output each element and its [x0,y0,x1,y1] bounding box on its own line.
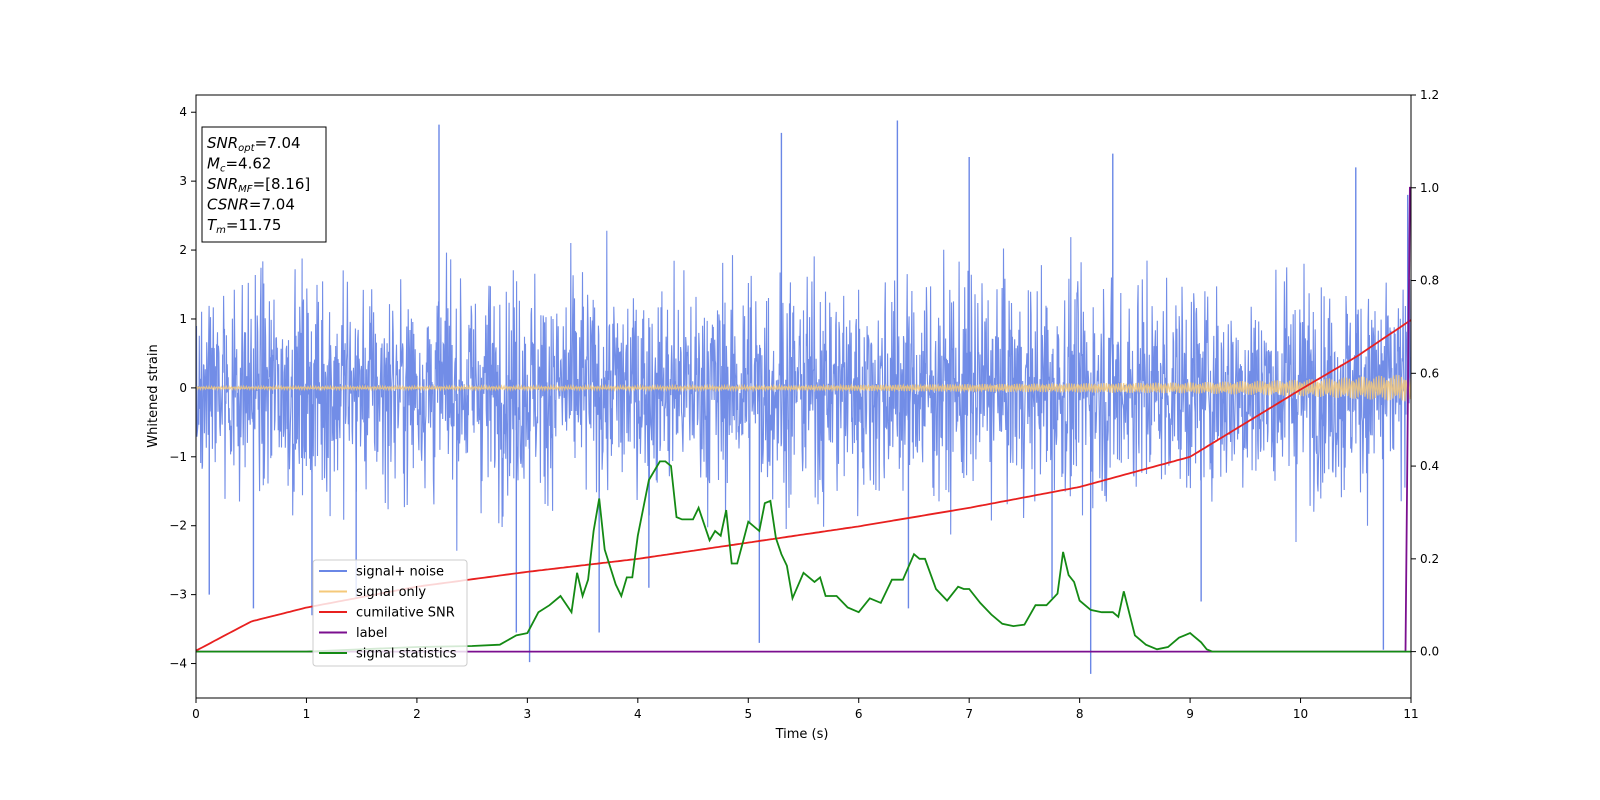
annotation-symbol: CSNR [207,196,249,214]
x-tick-label: 2 [413,707,421,721]
annotation-frame [201,126,327,243]
annotation-subscript: c [220,164,226,175]
snr-opt-annotation: SNRopt=7.04 [207,134,301,154]
y-tick-label: 4 [179,105,187,119]
x-axis-label: Time (s) [775,727,829,742]
x-tick-label: 7 [965,707,973,721]
merger-time-annotation: Tm=11.75 [207,216,281,236]
x-tick-label: 9 [1186,707,1194,721]
legend-frame [312,559,468,667]
annotation-value: =[8.16] [253,175,311,193]
y-tick-label: −2 [169,519,187,533]
y-tick-label: 3 [179,174,187,188]
axes-frame [195,94,1412,699]
y-tick-label: 0 [179,381,187,395]
y2-tick-label: 1.0 [1420,181,1439,195]
legend-label: signal statistics [356,647,457,662]
x-tick-label: 5 [744,707,752,721]
y-tick-label: −3 [169,588,187,602]
annotation-subscript: m [216,225,226,236]
legend: signal+ noise signal only cumilative SNR la… [312,559,468,667]
axis-ticks: 0 1 2 3 4 5 6 7 8 9 10 1143210−1−2−3−41.21.00.80.60… [169,88,1439,721]
annotation-subscript: opt [238,143,255,154]
legend-label: signal only [356,585,426,600]
label-line [196,186,1411,653]
annotation-symbol: T [207,216,218,234]
y-tick-label: −1 [169,450,187,464]
csnr-annotation: CSNR=7.04 [207,196,295,214]
y2-tick-label: 1.2 [1420,88,1439,102]
y-tick-label: 1 [179,312,187,326]
annotation-symbol: SNR [207,175,238,193]
annotation-symbol: M [207,155,220,173]
chirp-mass-annotation: Mc=4.62 [207,155,271,175]
y2-tick-label: 0.0 [1420,645,1439,659]
x-tick-label: 3 [524,707,532,721]
legend-label: signal+ noise [356,565,444,580]
legend-label: cumilative SNR [356,606,455,621]
x-tick-label: 4 [634,707,642,721]
y-axis-label: Whitened strain [146,344,161,447]
x-tick-label: 10 [1293,707,1308,721]
y-tick-label: 2 [179,243,187,257]
y2-tick-label: 0.2 [1420,552,1439,566]
signal-statistics-line [196,460,1411,653]
x-tick-label: 11 [1403,707,1418,721]
x-tick-label: 8 [1076,707,1084,721]
snr-annotation-box: SNRopt=7.04Mc=4.62SNRMF=[8.16]CSNR=7.04T… [201,126,327,243]
signal-only-line [196,374,1411,402]
y2-tick-label: 0.8 [1420,274,1439,288]
y-tick-label: −4 [169,657,187,671]
annotation-symbol: SNR [207,134,238,152]
snr-mf-annotation: SNRMF=[8.16] [207,175,310,195]
y2-tick-label: 0.6 [1420,366,1439,380]
legend-label: label [356,626,387,641]
annotation-value: =7.04 [255,134,301,152]
annotation-value: =11.75 [226,216,282,234]
x-tick-label: 1 [303,707,311,721]
annotation-value: =7.04 [249,196,295,214]
y2-tick-label: 0.4 [1420,459,1439,473]
annotation-value: =4.62 [225,155,271,173]
x-tick-label: 6 [855,707,863,721]
annotation-subscript: MF [238,184,253,195]
x-tick-label: 0 [192,707,200,721]
